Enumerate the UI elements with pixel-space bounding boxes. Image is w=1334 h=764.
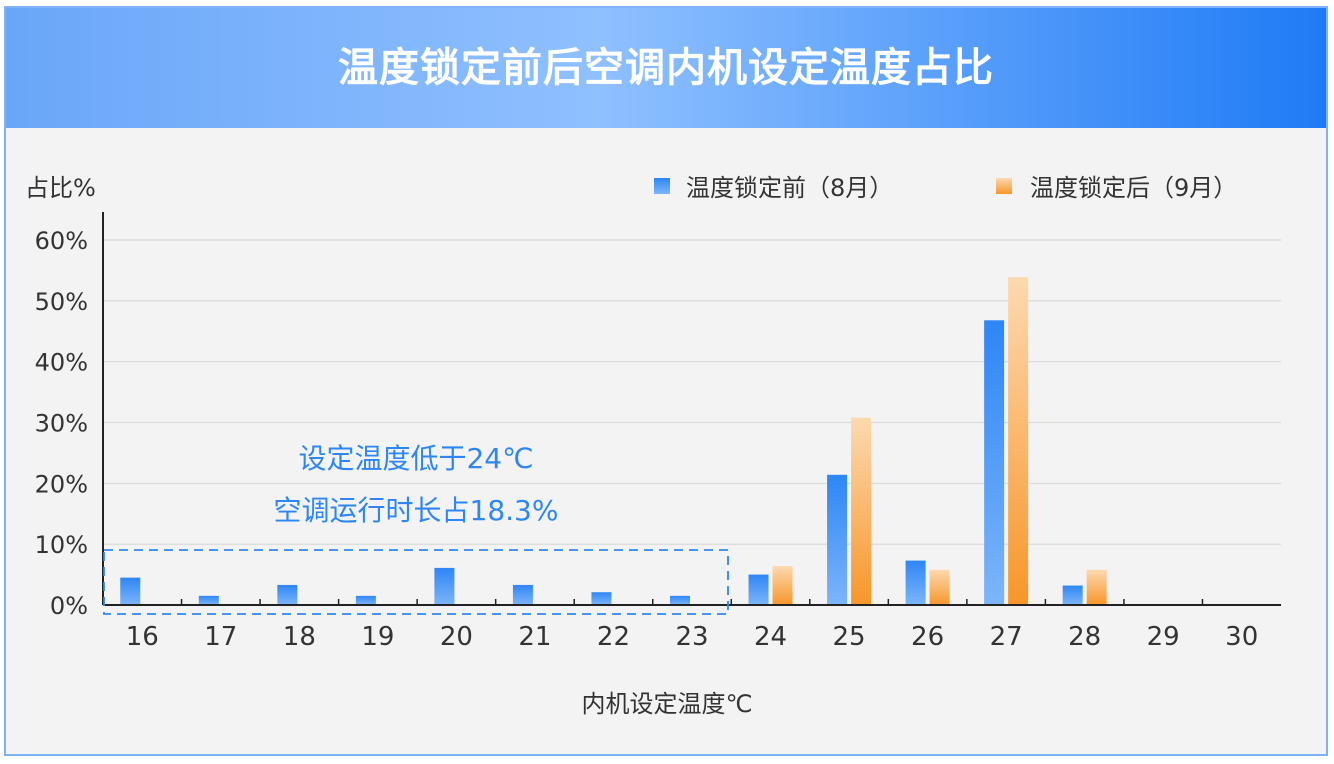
x-tick-label: 27 — [990, 622, 1023, 652]
bar-before — [434, 567, 455, 605]
x-tick-label: 16 — [126, 622, 159, 652]
bar-before — [984, 320, 1005, 605]
bar-before — [827, 474, 848, 605]
bar-before — [277, 584, 298, 605]
bar-before — [748, 574, 769, 605]
x-tick-label: 17 — [204, 622, 237, 652]
x-tick-label: 25 — [833, 622, 866, 652]
legend-swatch-before — [654, 178, 670, 194]
x-tick-labels: 16 17 18 19 20 21 22 23 24 25 26 27 28 29 30 — [126, 599, 1258, 652]
bar-before — [198, 595, 219, 605]
y-tick-label: 20% — [35, 470, 88, 498]
bar-after — [1008, 277, 1029, 605]
bars — [120, 277, 1107, 605]
y-tick-label: 30% — [35, 410, 88, 438]
grid-lines — [103, 239, 1281, 545]
y-tick-label: 40% — [35, 349, 88, 377]
chart-title: 温度锁定前后空调内机设定温度占比 — [338, 45, 994, 91]
x-tick-label: 24 — [754, 622, 787, 652]
y-tick-label: 10% — [35, 531, 88, 559]
y-tick-label: 60% — [35, 227, 88, 255]
bar-before — [120, 577, 141, 605]
bar-after — [772, 566, 793, 605]
bar-before — [591, 592, 612, 605]
bar-before — [905, 560, 926, 605]
y-tick-label: 50% — [35, 288, 88, 316]
x-tick-label: 29 — [1147, 622, 1180, 652]
legend-label-after: 温度锁定后（9月） — [1030, 174, 1237, 202]
x-axis-label: 内机设定温度℃ — [582, 690, 753, 718]
header-banner — [6, 8, 1326, 128]
bar-after — [929, 569, 950, 605]
annotation-line-2: 空调运行时长占18.3% — [274, 494, 559, 527]
y-axis-label: 占比% — [25, 174, 96, 202]
bar-after — [1086, 569, 1107, 605]
x-tick-label: 21 — [518, 622, 551, 652]
x-tick-label: 30 — [1225, 622, 1258, 652]
bar-before — [512, 584, 533, 605]
bar-before — [355, 595, 376, 605]
x-tick-label: 19 — [361, 622, 394, 652]
x-tick-label: 23 — [675, 622, 708, 652]
legend: 温度锁定前（8月） 温度锁定后（9月） — [654, 174, 1237, 202]
y-tick-labels: 0% 10% 20% 30% 40% 50% 60% — [35, 227, 88, 620]
bar-before — [670, 595, 690, 605]
x-tick-label: 18 — [283, 622, 316, 652]
legend-label-before: 温度锁定前（8月） — [686, 174, 893, 202]
annotation-line-1: 设定温度低于24℃ — [298, 442, 533, 475]
bar-before — [1062, 585, 1083, 605]
annotation-dashed-box — [103, 549, 729, 615]
legend-swatch-after — [996, 178, 1012, 194]
y-tick-label: 0% — [50, 592, 88, 620]
x-tick-label: 20 — [440, 622, 473, 652]
x-tick-label: 26 — [911, 622, 944, 652]
chart-frame: 温度锁定前后空调内机设定温度占比 — [4, 6, 1328, 756]
bar-after — [851, 417, 872, 605]
x-tick-label: 28 — [1068, 622, 1101, 652]
x-tick-label: 22 — [597, 622, 630, 652]
